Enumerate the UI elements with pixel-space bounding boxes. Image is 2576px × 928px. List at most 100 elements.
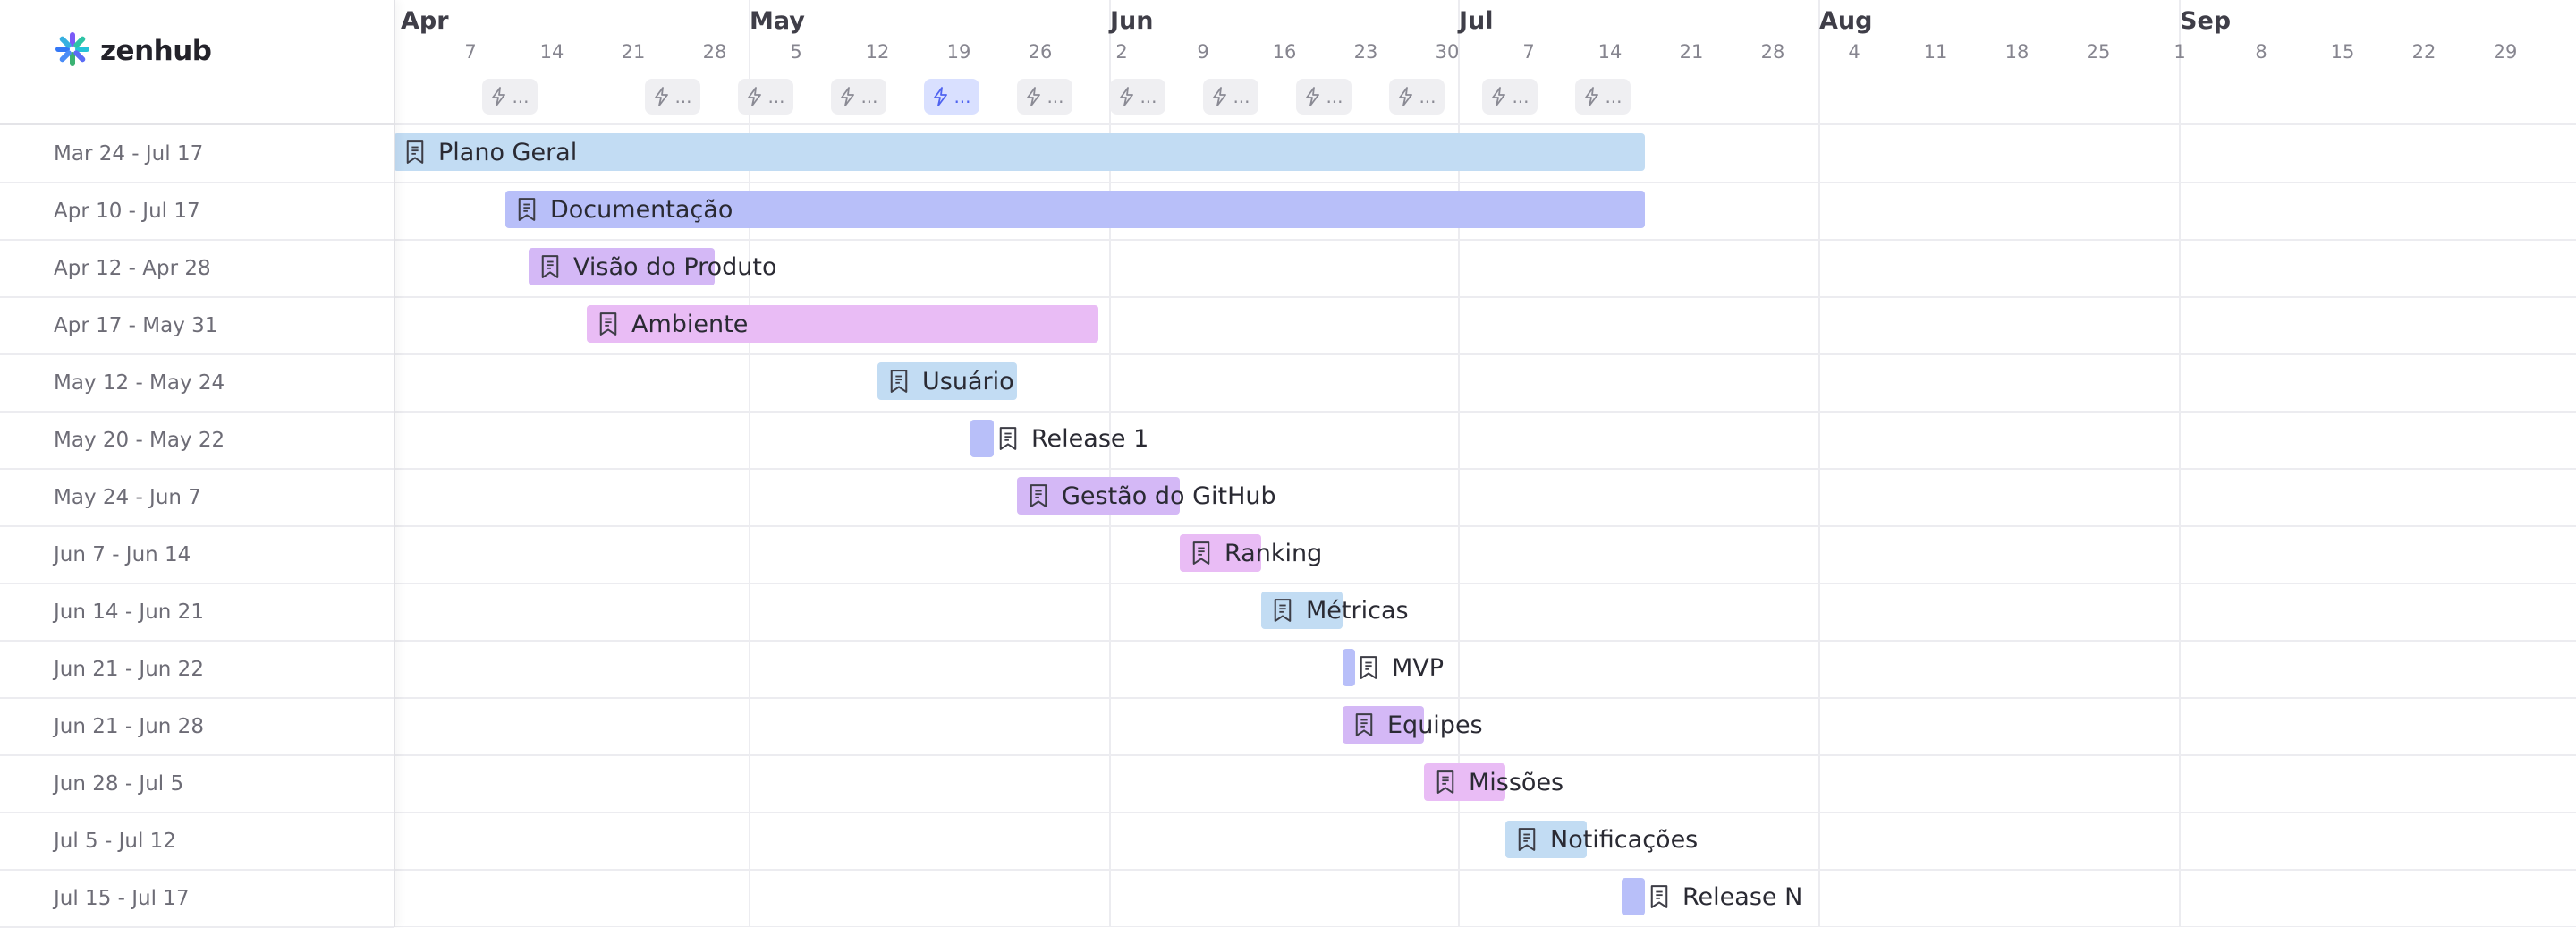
month-label: Jul: [1459, 7, 1494, 35]
day-tick-label: 25: [2086, 41, 2111, 63]
sprint-name: ...: [1140, 86, 1157, 107]
epic-title: Equipes: [1387, 711, 1483, 739]
sprint-name: ...: [512, 86, 530, 107]
sprint-chip[interactable]: ...: [645, 79, 700, 115]
lightning-icon: [839, 87, 857, 106]
epic-icon: [888, 368, 910, 395]
epic-bar[interactable]: [505, 191, 1645, 228]
day-tick-label: 21: [1679, 41, 1704, 63]
lightning-icon: [1025, 87, 1043, 106]
epic-bar[interactable]: [1343, 649, 1355, 686]
epic-label[interactable]: Usuário: [888, 362, 1014, 400]
sprint-chip[interactable]: ...: [831, 79, 886, 115]
row-divider: [0, 296, 394, 298]
epic-bar[interactable]: [1017, 477, 1180, 515]
epic-bar[interactable]: [970, 420, 994, 457]
sprint-chip[interactable]: ...: [1017, 79, 1072, 115]
row-divider: [0, 583, 394, 584]
row-divider: [394, 353, 2576, 355]
epic-label[interactable]: Métricas: [1272, 592, 1409, 629]
epic-bar[interactable]: [529, 248, 715, 285]
epic-date-range: Apr 12 - Apr 28: [54, 257, 211, 280]
epic-label[interactable]: Notificações: [1516, 821, 1698, 858]
row-divider: [394, 239, 2576, 241]
sprint-name: ...: [767, 86, 785, 107]
lightning-icon: [932, 87, 950, 106]
epic-bar[interactable]: [877, 362, 1017, 400]
epic-label[interactable]: Release 1: [997, 420, 1148, 457]
day-tick-label: 28: [1760, 41, 1785, 63]
row-divider: [394, 182, 2576, 183]
row-divider: [0, 468, 394, 470]
zenhub-logo-icon: [54, 30, 91, 72]
day-tick-label: 15: [2330, 41, 2355, 63]
row-divider: [0, 411, 394, 413]
day-tick-label: 14: [539, 41, 564, 63]
epic-label[interactable]: Ambiente: [597, 305, 748, 343]
sprint-chip[interactable]: ...: [1296, 79, 1352, 115]
epic-title: Documentação: [550, 195, 733, 224]
sprint-chip[interactable]: ...: [1575, 79, 1631, 115]
day-tick-label: 23: [1353, 41, 1378, 63]
day-tick-label: 19: [946, 41, 971, 63]
epic-icon: [1272, 597, 1293, 624]
day-tick-label: 11: [1923, 41, 1948, 63]
epic-label[interactable]: Ranking: [1191, 534, 1322, 572]
row-divider: [394, 525, 2576, 527]
epic-date-range: Mar 24 - Jul 17: [54, 142, 204, 166]
sprint-chip[interactable]: ...: [1203, 79, 1258, 115]
epic-icon: [404, 139, 426, 166]
epic-icon: [1028, 482, 1049, 509]
row-divider: [394, 640, 2576, 642]
lightning-icon: [1583, 87, 1601, 106]
roadmap-timeline[interactable]: Apr May Jun Jul Aug Sep 7 14 21 28 5 12 19 26 2 9 16 23 30…: [394, 0, 2576, 927]
epic-label[interactable]: MVP: [1358, 649, 1444, 686]
month-divider: [749, 0, 750, 927]
app-logo[interactable]: zenhub: [54, 30, 212, 72]
month-divider: [2179, 0, 2181, 927]
epic-bar[interactable]: [587, 305, 1098, 343]
epic-label[interactable]: Missões: [1435, 763, 1563, 801]
epic-label[interactable]: Gestão do GitHub: [1028, 477, 1276, 515]
sprint-name: ...: [1512, 86, 1530, 107]
day-tick-label: 18: [2004, 41, 2029, 63]
sprint-chip[interactable]: ...: [1110, 79, 1165, 115]
epic-date-range: Jun 14 - Jun 21: [54, 600, 204, 624]
row-divider: [394, 754, 2576, 756]
day-tick-label: 28: [702, 41, 727, 63]
epic-label[interactable]: Equipes: [1353, 706, 1483, 744]
epic-label[interactable]: Plano Geral: [404, 133, 577, 171]
epic-icon: [1516, 826, 1538, 853]
epic-label[interactable]: Visão do Produto: [539, 248, 777, 285]
sprint-chip[interactable]: ...: [738, 79, 793, 115]
epic-icon: [1191, 540, 1212, 566]
epic-icon: [1353, 711, 1375, 738]
day-tick-label: 7: [464, 41, 477, 63]
epic-bar[interactable]: [1622, 878, 1645, 915]
sprint-chip[interactable]: ...: [1389, 79, 1445, 115]
epic-label[interactable]: Release N: [1648, 878, 1802, 915]
epic-icon: [539, 253, 561, 280]
day-tick-label: 9: [1197, 41, 1209, 63]
row-divider: [394, 869, 2576, 871]
month-label: Sep: [2180, 7, 2232, 35]
lightning-icon: [1397, 87, 1415, 106]
epic-icon: [1435, 769, 1456, 796]
row-divider: [0, 697, 394, 699]
row-divider: [0, 754, 394, 756]
logo-wordmark: zenhub: [100, 35, 212, 67]
row-divider: [0, 812, 394, 813]
epic-icon: [516, 196, 538, 223]
header-divider: [0, 123, 394, 125]
lightning-icon: [746, 87, 764, 106]
sprint-chip[interactable]: ...: [482, 79, 538, 115]
epic-title: MVP: [1392, 653, 1445, 682]
epic-bar[interactable]: [394, 133, 1645, 171]
row-divider: [0, 640, 394, 642]
lightning-icon: [490, 87, 508, 106]
sprint-chip[interactable]: ...: [1482, 79, 1538, 115]
sprint-chip[interactable]: ...: [924, 79, 979, 115]
epic-title: Métricas: [1306, 596, 1409, 625]
epic-label[interactable]: Documentação: [516, 191, 733, 228]
sprint-name: ...: [1605, 86, 1623, 107]
